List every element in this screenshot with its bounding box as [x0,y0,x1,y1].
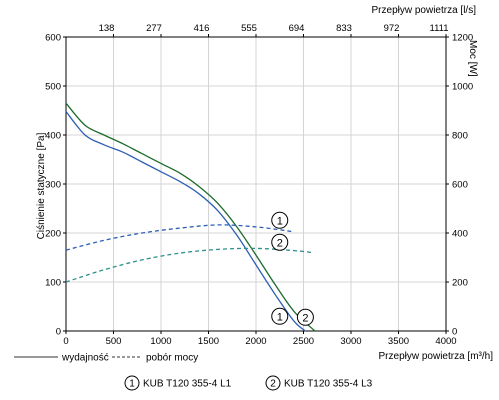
y-left-tick-label: 400 [45,131,61,142]
x-bottom-tick-label: 2000 [245,336,266,347]
x-top-tick-label: 1111 [429,23,448,34]
curve-markers: 1 2 1 2 [271,211,314,326]
curve-marker-circle [296,308,314,326]
y-left-tick-label: 500 [45,82,61,93]
y-right-tick-label: 600 [452,180,468,191]
y-left-tick-label: 600 [45,33,61,44]
y-right-axis-label: Moc [W] [467,40,478,77]
x-top-tick-label: 138 [99,23,115,34]
y-right-tick-label: 800 [452,131,468,142]
x-top-ticks: 138 277 416 555 694 833 972 1111 [99,23,449,37]
x-bottom-tick-label: 1000 [150,336,171,347]
x-bottom-axis-label: Przepływ powietrza [m³/h] [379,351,494,362]
grid-lines [66,37,446,331]
curve-marker-number: 1 [277,311,283,323]
y-left-tick-label: 300 [45,180,61,191]
y-right-tick-label: 0 [452,327,457,338]
legend-solid-label: wydajność [61,353,109,364]
y-left-tick-label: 0 [56,327,61,338]
curve-marker-circle [271,307,289,325]
x-top-tick-label: 972 [384,23,400,34]
legend-item-label: KUB T120 355-4 L3 [284,379,373,390]
x-bottom-tick-label: 0 [63,336,68,347]
x-bottom-tick-label: 1500 [198,336,219,347]
series-line-power-l3 [65,247,314,283]
curve-marker-circle [271,233,289,251]
y-right-tick-label: 1200 [452,33,473,44]
legend-item-l3: 2 KUB T120 355-4 L3 [265,375,373,391]
x-bottom-tick-label: 2500 [293,336,314,347]
legend-marker-number: 1 [129,379,135,390]
x-bottom-ticks: 0 500 1000 1500 2000 2500 3000 3500 4000 [63,331,457,347]
legend-dashed-label: pobór mocy [146,353,198,364]
series-line-performance-l1 [65,111,306,332]
series-line-power-l1 [65,224,295,251]
y-left-ticks: 0 100 200 300 400 500 600 [45,33,66,338]
x-bottom-tick-label: 3000 [340,336,361,347]
series-line-performance-l3 [65,102,316,332]
legend-series: 1 KUB T120 355-4 L1 2 KUB T120 355-4 L3 [124,375,373,391]
legend-marker-circle [124,375,140,391]
x-top-tick-label: 277 [146,23,162,34]
legend-marker-number: 2 [270,379,276,390]
curve-marker-number: 2 [277,237,283,249]
x-top-tick-label: 555 [241,23,257,34]
curve-marker-number: 2 [302,312,308,324]
y-left-tick-label: 100 [45,278,61,289]
y-right-tick-label: 1000 [452,82,473,93]
x-bottom-tick-label: 3500 [388,336,409,347]
y-right-tick-label: 200 [452,278,468,289]
legend-item-label: KUB T120 355-4 L1 [143,379,232,390]
x-top-tick-label: 833 [336,23,352,34]
x-bottom-tick-label: 500 [106,336,122,347]
y-right-tick-label: 400 [452,229,468,240]
curve-marker-number: 1 [277,215,283,227]
y-left-axis-label: Ciśnienie statyczne [Pa] [36,132,47,239]
legend-marker-circle [265,375,281,391]
series-layer [65,102,316,332]
x-top-tick-label: 694 [289,23,305,34]
x-top-tick-label: 416 [194,23,210,34]
legend-line-types: wydajność pobór mocy [14,353,198,364]
y-right-ticks: 0 200 400 600 800 1000 1200 [446,33,473,338]
legend-item-l1: 1 KUB T120 355-4 L1 [124,375,232,391]
x-top-axis-label: Przepływ powietrza [l/s] [372,5,477,16]
x-bottom-tick-label: 4000 [435,336,456,347]
y-left-tick-label: 200 [45,229,61,240]
curve-marker-circle [271,211,289,229]
